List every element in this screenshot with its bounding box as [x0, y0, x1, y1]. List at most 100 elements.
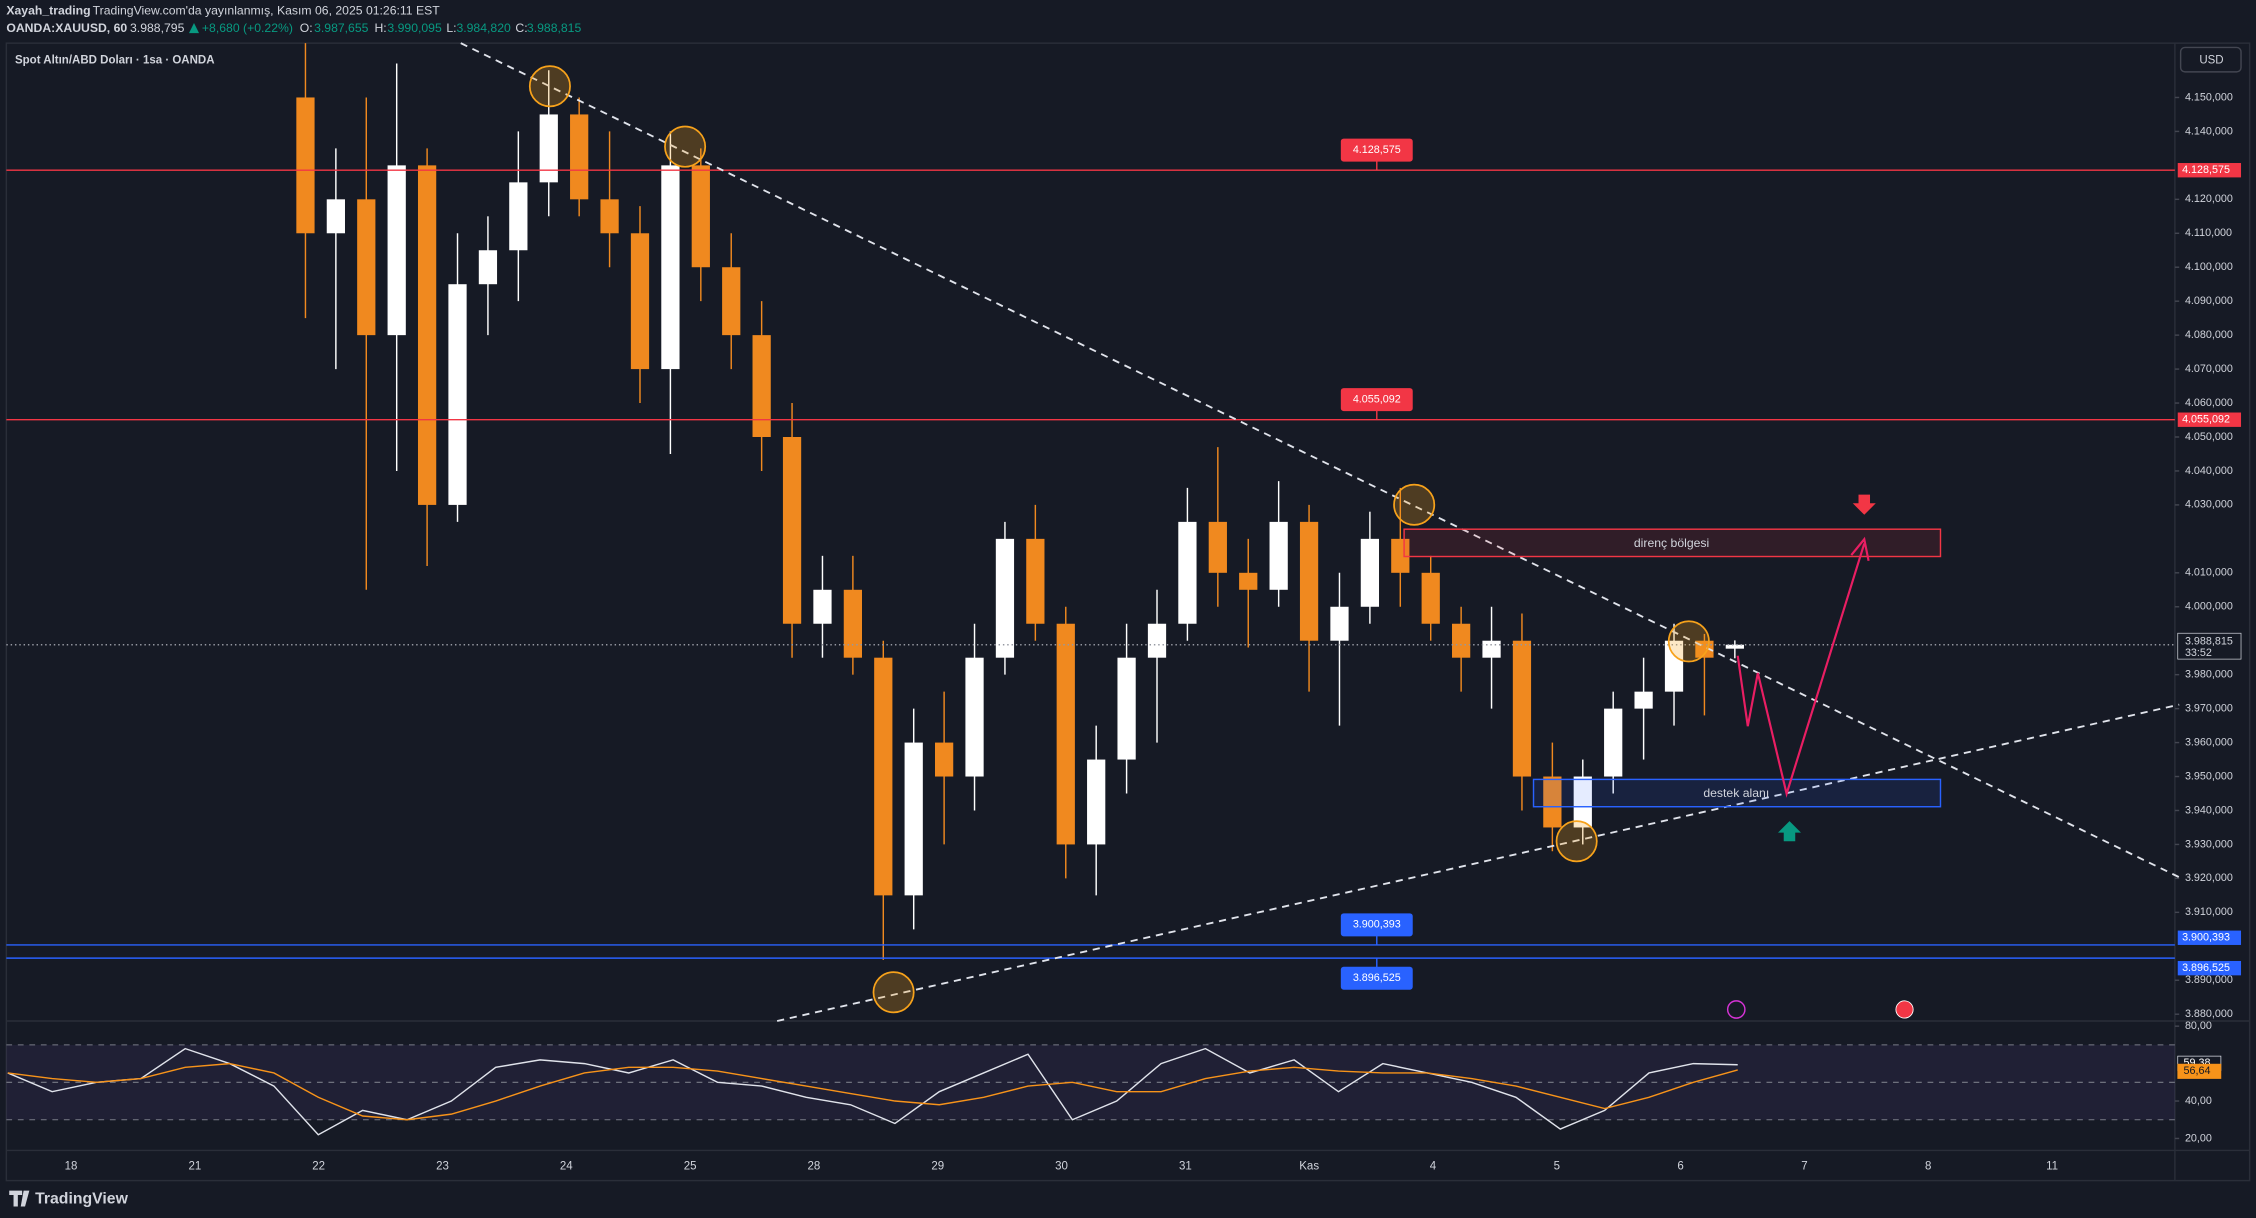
candle-body — [509, 182, 528, 251]
arrowhead — [1850, 536, 1870, 562]
y-tick-label: 4.070,000 — [2185, 363, 2233, 375]
symbol: OANDA:XAUUSD, 60 — [6, 21, 127, 35]
logo — [9, 1190, 30, 1207]
candle-body — [1269, 521, 1288, 590]
candle-body — [1482, 640, 1501, 658]
candle-body — [570, 114, 589, 200]
y-tick-label: 3.940,000 — [2185, 804, 2233, 816]
x-tick-label: 5 — [1554, 1160, 1560, 1172]
candle-body — [1543, 776, 1562, 828]
level-axis-box — [2177, 163, 2242, 178]
candle-body — [843, 589, 863, 658]
x-tick-label: 11 — [2046, 1160, 2058, 1172]
candle-body — [1391, 538, 1410, 573]
low-label: L: — [446, 21, 456, 35]
candle-body — [782, 436, 802, 624]
x-tick-label: 23 — [436, 1160, 449, 1172]
y-tick-label: 3.950,000 — [2185, 770, 2233, 782]
candle-body — [357, 199, 376, 336]
y-tick-label: 4.080,000 — [2185, 329, 2233, 341]
candle-body — [813, 589, 832, 624]
y-tick-label: 3.880,000 — [2185, 1008, 2233, 1020]
level-axis-label: 4.128,575 — [2182, 164, 2230, 176]
y-tick-label: 3.910,000 — [2185, 906, 2233, 918]
high-label: H: — [374, 21, 386, 35]
candle-body — [722, 267, 741, 336]
x-tick-label: 31 — [1179, 1160, 1192, 1172]
countdown: 33:52 — [2185, 647, 2212, 659]
open: 3.987,655 — [314, 21, 369, 35]
x-tick-label: 29 — [931, 1160, 944, 1172]
pivot-marker — [872, 971, 915, 1014]
candle-body — [661, 165, 680, 370]
x-tick-label: 24 — [560, 1160, 573, 1172]
level-box — [1340, 913, 1413, 937]
close: 3.988,815 — [527, 21, 582, 35]
y-tick-label: 4.050,000 — [2185, 431, 2233, 443]
level-axis-label: 3.896,525 — [2182, 962, 2230, 974]
candle-body — [1664, 640, 1684, 692]
x-tick-label: 28 — [808, 1160, 821, 1172]
candle-body — [539, 114, 558, 183]
value-box — [2177, 1063, 2222, 1079]
pivot-marker — [1667, 620, 1710, 663]
x-tick-label: 22 — [312, 1160, 325, 1172]
drawings: direnç bölgesi destek alanı — [460, 42, 2180, 1022]
candle-body — [1604, 708, 1623, 777]
low: 3.984,820 — [456, 21, 511, 35]
level-label: 3.900,393 — [1353, 919, 1401, 931]
currency-button[interactable] — [2179, 46, 2242, 73]
support-label: destek alanı — [1703, 786, 1769, 800]
trendline — [776, 703, 2180, 1022]
y-tick-label: 3.960,000 — [2185, 736, 2233, 748]
plot: 3.880,000 3.890,000 3.910,000 3.920,000 3.93… — [6, 43, 2242, 1172]
x-tick-label: 8 — [1925, 1160, 1931, 1172]
pivot-marker — [664, 125, 707, 168]
y-tick-label: 4.100,000 — [2185, 261, 2233, 273]
candle-body — [752, 335, 771, 437]
y-tick-label: 3.920,000 — [2185, 872, 2233, 884]
candle-body — [874, 657, 893, 896]
candle-body — [1299, 521, 1319, 641]
y-tick-label: 3.970,000 — [2185, 702, 2233, 714]
x-tick-label: 30 — [1055, 1160, 1068, 1172]
rsi-line — [7, 1062, 1738, 1121]
down-arrow — [1852, 494, 1876, 515]
level-axis-box — [2177, 412, 2242, 427]
candle-body — [387, 165, 406, 336]
y-tick-label: 4.000,000 — [2185, 601, 2233, 613]
y-tick-label: 4.010,000 — [2185, 567, 2233, 579]
y-tick-label: 4.150,000 — [2185, 91, 2233, 103]
level-label: 4.055,092 — [1353, 393, 1401, 405]
level-label: 4.128,575 — [1353, 144, 1401, 156]
level-box — [1340, 388, 1413, 412]
x-tick-label: 7 — [1801, 1160, 1807, 1172]
change: +8,680 (+0.22%) — [202, 21, 293, 35]
last: 3.988,795 — [130, 21, 185, 35]
candle-body — [1056, 623, 1075, 845]
last-price-box — [2177, 632, 2242, 660]
up-triangle — [188, 23, 200, 34]
event-icon[interactable] — [1726, 1000, 1746, 1019]
level-box — [1340, 966, 1413, 990]
x-tick-label: 4 — [1430, 1160, 1437, 1172]
chart-title: Spot Altın/ABD Doları · 1sa · OANDA — [15, 54, 215, 66]
candle-body — [1147, 623, 1167, 658]
level-axis-label: 4.055,092 — [2182, 414, 2230, 426]
y-tick-label: 4.090,000 — [2185, 295, 2233, 307]
pivot-marker — [1555, 820, 1598, 863]
open-label: O: — [300, 21, 313, 35]
event-icon[interactable] — [1895, 1000, 1914, 1019]
resistance-zone — [1403, 528, 1942, 558]
candle-body — [1360, 538, 1380, 607]
candle-body — [995, 538, 1015, 658]
x-tick-label: 18 — [65, 1160, 78, 1172]
candle-body — [1087, 759, 1106, 845]
x-tick-label: 21 — [188, 1160, 201, 1172]
y-tick-label: 3.890,000 — [2185, 974, 2233, 986]
currency: USD — [2199, 54, 2223, 66]
close-label: C: — [515, 21, 527, 35]
candle-body — [448, 284, 467, 505]
